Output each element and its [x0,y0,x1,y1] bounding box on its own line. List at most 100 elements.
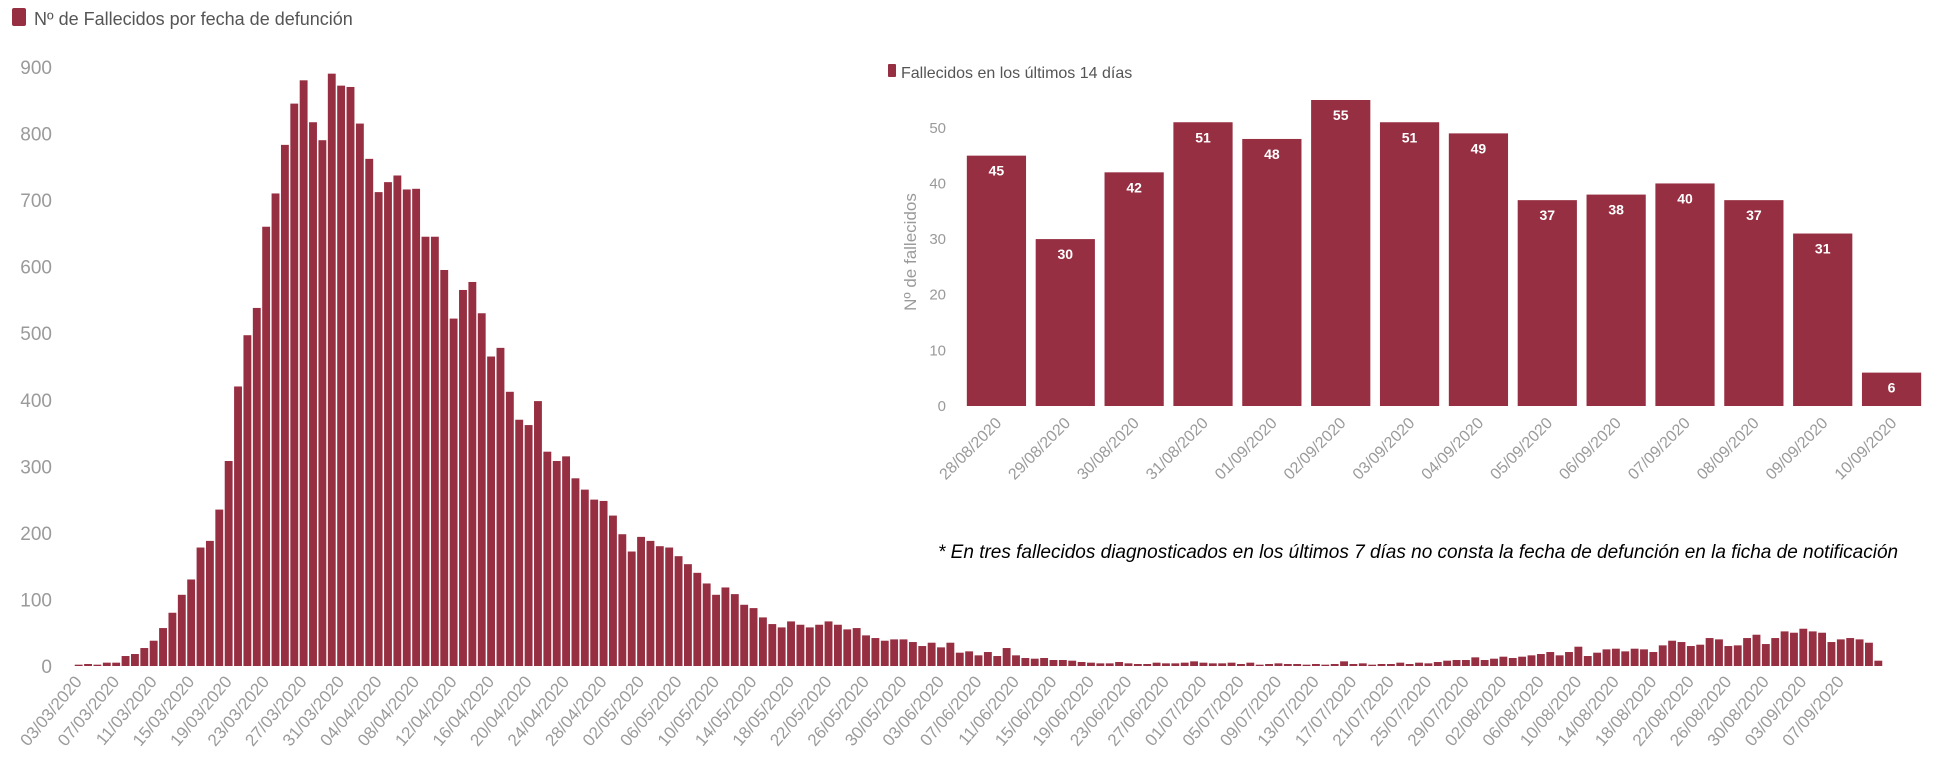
main-bar [1686,646,1695,666]
inset-x-tick-label: 07/09/2020 [1625,415,1694,484]
inset-bar [1173,122,1233,406]
main-bar [871,638,880,666]
main-bar [1874,660,1883,666]
main-bar [1096,663,1105,666]
main-bar [1527,655,1536,666]
inset-x-tick-label: 03/09/2020 [1350,415,1419,484]
main-bar [1030,658,1039,666]
main-bar [1396,662,1405,666]
main-bar [130,654,139,666]
main-bar [280,144,289,666]
inset-bar-value-label: 31 [1815,241,1831,257]
main-bar [1865,642,1873,666]
main-bar [571,478,580,666]
main-bar [1696,644,1705,666]
main-bar [1808,631,1817,666]
main-bar [374,192,383,666]
main-bar [1237,664,1245,666]
main-bar [1049,660,1058,666]
main-bar [599,500,608,666]
inset-bar-value-label: 45 [989,163,1005,179]
main-bar [290,103,299,667]
main-bar [777,627,786,666]
main-bar [1087,662,1095,666]
main-bar [833,624,842,666]
inset-bar [1242,138,1302,406]
main-bar [965,651,974,666]
main-bar [1799,628,1808,666]
inset-bar [1724,200,1784,406]
main-bar [1443,660,1452,666]
inset-bar [1104,172,1164,406]
main-bar [505,391,514,666]
main-bar [112,662,121,666]
main-bar [159,628,167,666]
main-y-tick-label: 500 [20,324,52,345]
main-bar [149,640,158,666]
inset-bar-value-label: 30 [1058,246,1074,262]
inset-bar [1655,183,1715,406]
main-bar [946,642,955,666]
main-bar [1143,664,1152,666]
main-bar [224,461,233,666]
main-bar [637,536,645,666]
main-bar [1508,658,1517,666]
main-bar [1583,656,1592,666]
main-bar [918,646,927,666]
main-bar [974,655,983,666]
main-bar [1611,648,1620,666]
main-bar [1330,664,1339,666]
main-bar [1827,642,1836,666]
inset-legend: Fallecidos en los últimos 14 días [888,64,1132,82]
main-bar [1311,664,1320,666]
main-bar [983,652,992,666]
main-bar [318,140,327,666]
main-bar [346,86,355,667]
main-y-tick-label: 600 [20,258,52,279]
inset-bar [966,155,1027,406]
main-bar [1133,664,1142,666]
main-bar [937,647,945,666]
main-legend-label: Nº de Fallecidos por fecha de defunción [34,9,353,29]
inset-bar-value-label: 51 [1402,129,1418,145]
main-bar [196,547,205,666]
main-bar [955,652,964,666]
main-bar [590,499,599,666]
main-bar [899,639,908,666]
main-bar [1630,648,1639,666]
main-bar [393,175,402,667]
main-bar [1452,660,1461,666]
main-bar [1761,644,1770,666]
main-bar [730,594,739,666]
main-bar [1602,649,1611,666]
inset-x-tick-label: 06/09/2020 [1556,415,1625,484]
inset-x-axis: 28/08/2020 29/08/2020 30/08/2020 31/08/2020… [937,415,1901,484]
main-bar [1105,663,1114,666]
main-bar [1152,662,1161,666]
inset-x-tick-label: 30/08/2020 [1074,415,1143,484]
main-bar [468,281,477,666]
main-bar [1499,656,1508,666]
main-bar [337,85,346,666]
main-bar [449,318,458,666]
main-y-tick-label: 300 [20,457,52,478]
inset-bar [1861,372,1922,406]
main-bar [1677,642,1686,666]
main-bar [1752,634,1761,666]
inset-bar-value-label: 49 [1471,140,1487,156]
main-bar [1124,663,1133,666]
main-bar [1199,662,1208,666]
main-legend-swatch [12,8,26,26]
main-bar [562,456,571,666]
main-bar [702,583,711,666]
inset-bar [1517,200,1577,406]
main-bar [187,579,196,666]
main-bar [740,604,749,666]
main-bar [459,289,467,666]
main-bar [1480,660,1489,666]
main-bar [805,627,814,666]
main-bar [674,556,683,666]
main-bar [534,401,542,666]
main-bar [1836,639,1845,666]
